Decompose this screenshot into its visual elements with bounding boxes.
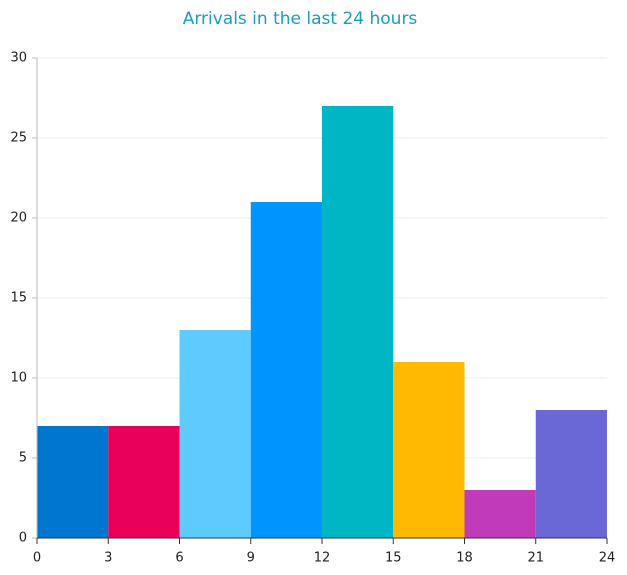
y-tick-label: 5 xyxy=(19,451,27,466)
bar xyxy=(464,490,536,538)
x-tick-label: 12 xyxy=(314,551,331,566)
bar xyxy=(37,426,109,538)
x-tick-label: 15 xyxy=(385,551,402,566)
y-tick-label: 30 xyxy=(10,51,27,66)
x-tick-label: 24 xyxy=(599,551,616,566)
bar xyxy=(322,106,394,538)
bar xyxy=(250,202,322,538)
y-tick-label: 15 xyxy=(10,291,27,306)
x-tick-label: 3 xyxy=(104,551,112,566)
x-tick-label: 9 xyxy=(247,551,255,566)
y-tick-label: 10 xyxy=(10,371,27,386)
bar xyxy=(108,426,180,538)
y-tick-label: 20 xyxy=(10,211,27,226)
y-tick-label: 25 xyxy=(10,131,27,146)
bar xyxy=(179,330,251,538)
x-tick-label: 6 xyxy=(175,551,183,566)
x-tick-label: 21 xyxy=(527,551,544,566)
x-tick-label: 18 xyxy=(456,551,473,566)
chart-title: Arrivals in the last 24 hours xyxy=(183,9,418,29)
x-tick-label: 0 xyxy=(33,551,41,566)
y-tick-label: 0 xyxy=(19,531,27,546)
bar xyxy=(535,410,607,538)
bar xyxy=(393,362,465,538)
